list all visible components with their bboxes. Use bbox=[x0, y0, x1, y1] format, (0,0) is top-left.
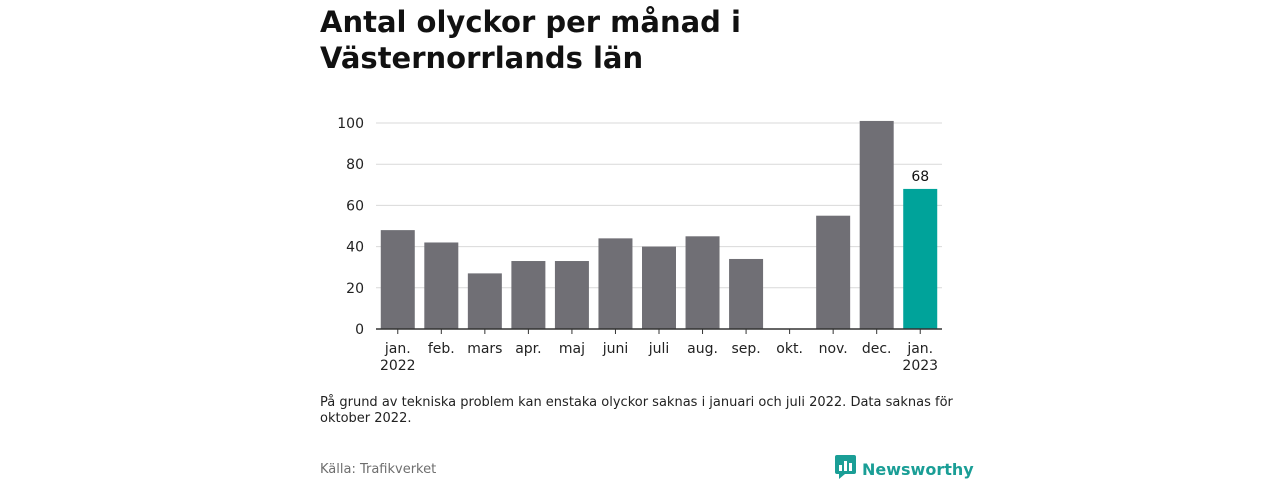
x-tick-label: okt. bbox=[776, 341, 803, 357]
x-tick-label: feb. bbox=[428, 341, 455, 357]
bar bbox=[729, 258, 764, 329]
bar bbox=[511, 261, 546, 329]
y-tick-label: 40 bbox=[346, 240, 364, 256]
y-tick-label: 20 bbox=[346, 281, 364, 297]
bar bbox=[642, 246, 676, 329]
x-tick-label: juli bbox=[648, 341, 670, 357]
bar bbox=[903, 188, 938, 329]
footnote: På grund av tekniska problem kan enstaka… bbox=[320, 395, 953, 426]
brand-logo[interactable]: Newsworthy bbox=[835, 455, 974, 483]
data-label: 68 bbox=[911, 169, 929, 185]
bar bbox=[816, 215, 851, 329]
y-tick-label: 100 bbox=[337, 116, 364, 132]
bar bbox=[554, 261, 589, 329]
x-tick-label: jan. bbox=[906, 341, 933, 357]
bar bbox=[424, 242, 459, 329]
bar-chart-speech-bubble-icon bbox=[835, 455, 856, 483]
y-tick-label: 60 bbox=[346, 198, 364, 214]
x-tick-label: sep. bbox=[731, 341, 760, 357]
bar bbox=[685, 236, 720, 329]
x-tick-label: apr. bbox=[515, 341, 541, 357]
bar bbox=[380, 230, 415, 329]
y-tick-label: 0 bbox=[355, 322, 364, 338]
x-tick-label: mars bbox=[467, 341, 502, 357]
y-tick-label: 80 bbox=[346, 157, 364, 173]
x-tick-label: nov. bbox=[819, 341, 848, 357]
axes bbox=[376, 328, 942, 334]
x-tick-label: aug. bbox=[687, 341, 718, 357]
source-text: Källa: Trafikverket bbox=[320, 462, 437, 477]
bars bbox=[380, 120, 938, 329]
chart-title: Antal olyckor per månad i Västernorrland… bbox=[320, 5, 741, 75]
bar bbox=[467, 273, 502, 329]
x-tick-label: 2023 bbox=[902, 358, 938, 374]
x-tick-label: 2022 bbox=[380, 358, 416, 374]
x-tick-label: dec. bbox=[862, 341, 892, 357]
x-tick-label: maj bbox=[559, 341, 585, 357]
bar bbox=[859, 120, 894, 329]
brand-name: Newsworthy bbox=[862, 459, 974, 479]
x-tick-label: juni bbox=[602, 341, 629, 357]
x-tick-label: jan. bbox=[384, 341, 411, 357]
bar bbox=[598, 238, 633, 329]
